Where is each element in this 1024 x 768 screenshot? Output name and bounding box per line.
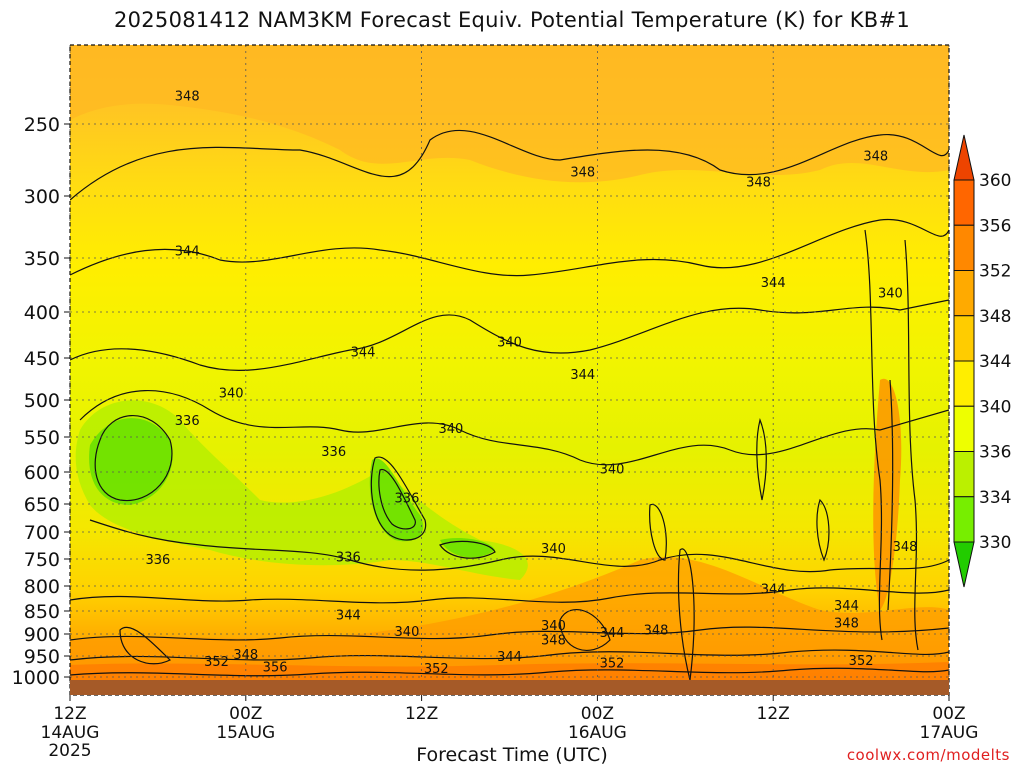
x-tick-date: 16AUG — [568, 723, 627, 743]
contour-label: 336 — [336, 550, 361, 565]
low-orange — [70, 556, 949, 695]
y-tick-label: 650 — [24, 494, 60, 516]
colorbar-label: 336 — [979, 443, 1011, 463]
colorbar-label: 360 — [979, 171, 1011, 191]
y-tick-label: 400 — [24, 302, 60, 324]
colorbar-label: 352 — [979, 262, 1011, 282]
colorbar-label: 334 — [979, 488, 1011, 508]
y-tick-label: 950 — [24, 646, 60, 668]
contour-label: 336 — [145, 553, 170, 568]
y-axis-ticks: 2503003504004505005506006507007508008509… — [12, 114, 70, 689]
colorbar-label: 344 — [979, 352, 1011, 372]
contour-label: 336 — [321, 445, 346, 460]
contour-label: 336 — [395, 492, 420, 507]
colorbar-swatch — [953, 405, 975, 452]
contour-label: 352 — [849, 654, 874, 669]
contour-label: 340 — [541, 619, 566, 634]
x-axis-label: Forecast Time (UTC) — [416, 744, 608, 766]
contour-label: 356 — [263, 661, 288, 676]
contour-label: 344 — [497, 650, 522, 665]
contour-label: 340 — [438, 422, 463, 437]
contour-label: 344 — [175, 245, 200, 260]
plot-area — [70, 45, 949, 695]
contour-label: 348 — [644, 623, 669, 638]
colorbar-swatch — [953, 360, 975, 407]
upper-orange — [70, 45, 949, 183]
x-tick-label: 12Z — [757, 704, 790, 724]
colorbar-swatch — [953, 270, 975, 317]
contour-label: 352 — [424, 662, 449, 677]
x-tick-year: 2025 — [48, 741, 91, 761]
contour-label: 352 — [204, 655, 229, 670]
y-tick-label: 450 — [24, 348, 60, 370]
y-tick-label: 500 — [24, 390, 60, 412]
colorbar-label: 340 — [979, 397, 1011, 417]
y-tick-label: 800 — [24, 576, 60, 598]
y-tick-label: 550 — [24, 427, 60, 449]
contour-label: 352 — [600, 656, 625, 671]
x-tick-label: 00Z — [932, 704, 965, 724]
contour-label: 336 — [175, 414, 200, 429]
colorbar-swatch — [953, 451, 975, 498]
y-tick-label: 900 — [24, 624, 60, 646]
contour-label: 344 — [336, 609, 361, 624]
contour-label: 344 — [600, 626, 625, 641]
x-tick-label: 12Z — [405, 704, 438, 724]
contour-labels: 3483483483483443443443443403403403403403… — [145, 90, 918, 677]
y-tick-label: 700 — [24, 522, 60, 544]
colorbar-swatch — [953, 315, 975, 362]
colorbar-swatch — [953, 496, 975, 543]
colorbar-label: 356 — [979, 216, 1011, 236]
y-tick-label: 250 — [24, 114, 60, 136]
contour-lines — [70, 129, 949, 681]
colorbar-bottom-arrow — [953, 541, 975, 588]
colorbar-top-arrow — [953, 134, 975, 181]
credit-link[interactable]: coolwx.com/modelts — [846, 746, 1010, 764]
contour-label: 348 — [175, 90, 200, 105]
contour-label: 340 — [878, 287, 903, 302]
contour-label: 348 — [746, 176, 771, 191]
contour-label: 340 — [395, 625, 420, 640]
x-tick-label: 00Z — [581, 704, 614, 724]
contour-label: 340 — [497, 335, 522, 350]
green-core — [89, 418, 173, 505]
green-core-3 — [440, 538, 495, 558]
contour-label: 348 — [541, 633, 566, 648]
contour-label: 344 — [351, 346, 376, 361]
contour-label: 340 — [600, 463, 625, 478]
ground-bar — [70, 680, 949, 695]
x-tick-date: 14AUG — [41, 723, 100, 743]
contour-label: 344 — [570, 368, 595, 383]
x-tick-label: 12Z — [53, 704, 86, 724]
x-tick-date: 17AUG — [920, 723, 979, 743]
contour-label: 348 — [233, 648, 258, 663]
y-tick-label: 750 — [24, 549, 60, 571]
x-tick-label: 00Z — [229, 704, 262, 724]
colorbar: 360 356 352 348 344 340 336 334 330 — [953, 134, 1011, 588]
x-tick-date: 15AUG — [216, 723, 275, 743]
y-tick-label: 350 — [24, 248, 60, 270]
y-tick-label: 1000 — [12, 667, 60, 689]
y-tick-label: 600 — [24, 462, 60, 484]
contour-label: 340 — [219, 386, 244, 401]
colorbar-swatch — [953, 224, 975, 271]
colorbar-swatch — [953, 179, 975, 226]
y-tick-label: 850 — [24, 601, 60, 623]
y-tick-label: 300 — [24, 186, 60, 208]
contour-label: 344 — [834, 599, 859, 614]
contour-label: 348 — [863, 150, 888, 165]
contour-label: 344 — [761, 276, 786, 291]
green-core-2 — [369, 458, 424, 542]
colorbar-label: 330 — [979, 533, 1011, 553]
contour-label: 348 — [893, 540, 918, 555]
contour-label: 340 — [541, 542, 566, 557]
contour-label: 348 — [570, 166, 595, 181]
colorbar-label: 348 — [979, 307, 1011, 327]
chart-title: 2025081412 NAM3KM Forecast Equiv. Potent… — [113, 8, 911, 32]
contour-label: 344 — [761, 583, 786, 598]
contour-label: 348 — [834, 617, 859, 632]
